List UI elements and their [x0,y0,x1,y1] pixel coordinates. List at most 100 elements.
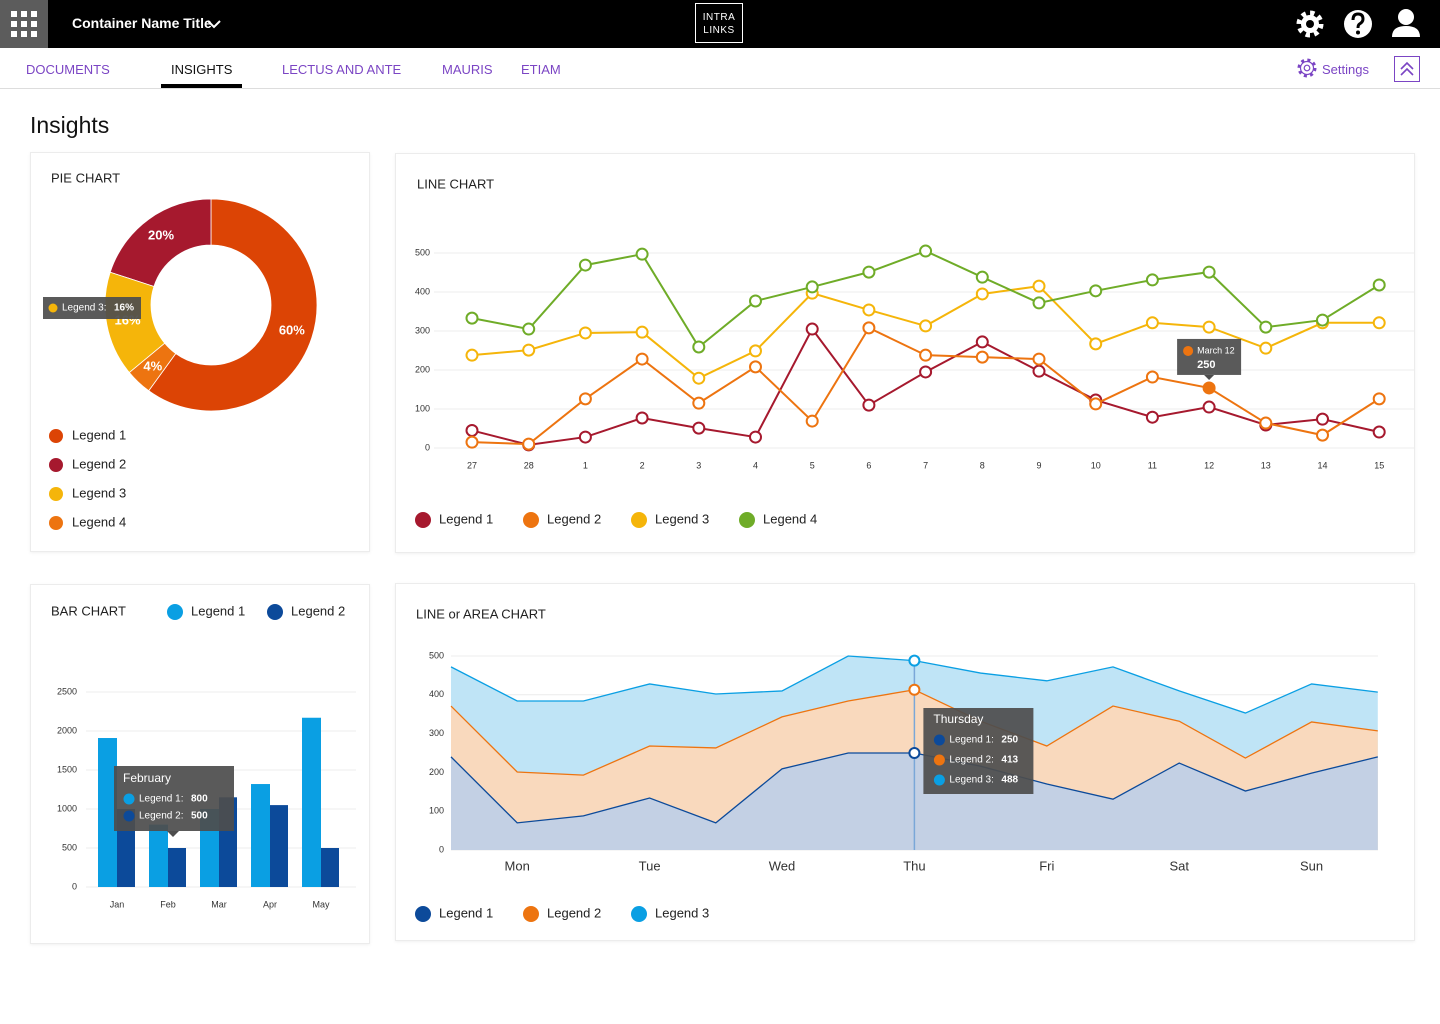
tooltip-label: Legend 3: [949,775,994,786]
y-tick-label: 1000 [57,803,77,813]
x-tick-label: 14 [1317,460,1327,470]
logo: INTRA LINKS [695,3,743,43]
chart-title: BAR CHART [51,603,126,618]
tab[interactable]: INSIGHTS [171,62,233,77]
legend-label: Legend 2 [547,511,601,526]
tab[interactable]: ETIAM [521,62,561,77]
active-tab-indicator [161,84,242,88]
tooltip-value: 250 [1001,735,1018,746]
point [862,398,876,412]
chart-title: PIE CHART [51,170,120,185]
x-tick-label: 11 [1148,460,1157,470]
x-tick-label: May [312,899,330,909]
x-tick-label: Feb [160,899,176,909]
x-tick-label: Wed [769,858,796,873]
tooltip-pointer [167,831,179,837]
point [578,258,592,272]
x-tick-label: 1 [583,460,588,470]
bar [168,848,186,887]
y-tick-label: 1500 [57,764,77,774]
point [522,343,536,357]
apps-button[interactable] [0,0,48,48]
container-title[interactable]: Container Name Title [72,15,212,31]
legend-marker [631,512,647,528]
legend-marker [415,512,431,528]
legend-marker [167,604,183,620]
logo-line: INTRA [702,12,736,23]
point [1202,320,1216,334]
tooltip-label: Legend 1: [949,735,994,746]
y-tick-label: 400 [415,286,430,296]
point [1372,425,1386,439]
tooltip-value: 488 [1001,775,1018,786]
legend-marker [49,516,63,530]
x-tick-label: Thu [903,858,925,873]
bar [98,738,117,887]
collapse-button[interactable] [1394,56,1420,82]
line-card: LINE CHART 0 100 200 300 400 500 27 28 1 2 3 4 5 6 7 8 9 1… [395,153,1415,553]
slice-label: 60% [279,323,305,338]
tooltip-marker [933,754,945,766]
point [805,322,819,336]
tooltip [1177,338,1242,375]
bar-card: BAR CHART Legend 1 Legend 2 0 500 1000 1500 200… [30,584,370,944]
pie-slice [128,342,177,392]
point [919,348,933,362]
point [1089,284,1103,298]
legend-marker [523,906,539,922]
title-chevron[interactable] [206,18,222,30]
settings-link[interactable]: Settings [1322,62,1369,77]
settings-gear[interactable] [1296,57,1318,79]
tooltip-value: 500 [191,811,208,822]
y-tick-label: 0 [72,881,77,891]
point [692,421,706,435]
x-tick-label: 15 [1374,460,1384,470]
tooltip-marker [123,793,135,805]
user-icon[interactable] [1392,9,1420,37]
legend-label: Legend 4 [763,511,817,526]
chart: BAR CHART Legend 1 Legend 2 0 500 1000 1500 200… [51,603,356,909]
point [1316,412,1329,426]
tab[interactable]: DOCUMENTS [26,62,110,77]
point [1145,316,1159,330]
bar [270,805,288,887]
point [919,319,933,333]
point [1372,316,1386,330]
legend-label: Legend 1 [439,905,493,920]
bar [251,784,270,887]
point [1145,410,1159,424]
x-tick-label: Tue [639,858,661,873]
x-tick-label: 6 [866,460,871,470]
point [749,344,762,358]
point [1032,364,1046,378]
x-tick-label: 3 [696,460,701,470]
tab[interactable]: LECTUS AND ANTE [282,62,402,77]
point [908,683,921,696]
y-tick-label: 300 [415,325,430,335]
y-tick-label: 0 [425,442,430,452]
point [1032,352,1046,366]
bar [302,717,321,887]
legend-marker [631,906,647,922]
y-tick-label: 400 [429,689,444,699]
y-tick-label: 500 [429,650,444,660]
chart: PIE CHART 60% 20% 16% 4% Legend 1 Legend 2 Lege… [43,170,318,530]
point [908,747,921,759]
point [749,294,762,308]
tooltip-marker [933,734,945,746]
point [1372,278,1386,292]
point [919,244,933,258]
bar [321,848,339,887]
help-icon[interactable] [1344,10,1372,38]
x-tick-label: Mon [505,858,530,873]
tooltip-label: Legend 2: [139,811,184,822]
legend-marker [49,458,63,472]
tab[interactable]: MAURIS [442,62,493,77]
tooltip-marker [933,774,945,786]
legend-marker [523,512,539,528]
point [1032,279,1046,293]
x-tick-label: Jan [110,899,125,909]
point [805,280,819,294]
settings-icon[interactable] [1296,10,1324,38]
